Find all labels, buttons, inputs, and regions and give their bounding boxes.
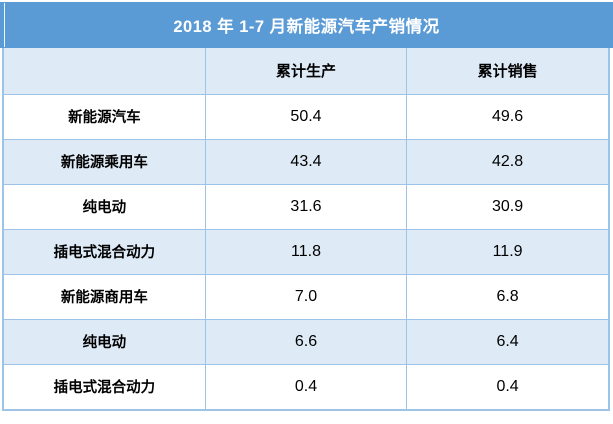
row-label: 插电式混合动力	[4, 363, 206, 409]
sales-value: 30.9	[406, 183, 608, 230]
title-left-divider	[4, 3, 5, 47]
table-row: 纯电动 6.6 6.4	[4, 318, 608, 365]
row-label: 纯电动	[4, 318, 206, 365]
row-label: 新能源乘用车	[4, 138, 206, 185]
table-row: 插电式混合动力 0.4 0.4	[4, 363, 608, 409]
table-row: 新能源汽车 50.4 49.6	[4, 93, 608, 140]
production-sales-table: 累计生产 累计销售 新能源汽车 50.4 49.6 新能源乘用车 43.4 42…	[4, 48, 608, 409]
production-value: 50.4	[204, 93, 408, 140]
row-label: 插电式混合动力	[4, 228, 206, 275]
table-row: 纯电动 31.6 30.9	[4, 183, 608, 230]
table-container: 累计生产 累计销售 新能源汽车 50.4 49.6 新能源乘用车 43.4 42…	[2, 48, 610, 411]
sales-value: 6.4	[406, 318, 608, 365]
table-title: 2018 年 1-7 月新能源汽车产销情况	[173, 18, 440, 36]
row-label: 新能源汽车	[4, 93, 206, 140]
production-value: 31.6	[204, 183, 408, 230]
table-title-bar: 2018 年 1-7 月新能源汽车产销情况	[0, 2, 613, 48]
header-production-cell: 累计生产	[204, 48, 408, 95]
production-value: 7.0	[204, 273, 408, 320]
table-row: 新能源乘用车 43.4 42.8	[4, 138, 608, 185]
header-category-cell	[4, 48, 206, 95]
table-row: 插电式混合动力 11.8 11.9	[4, 228, 608, 275]
production-value: 11.8	[204, 228, 408, 275]
row-label: 纯电动	[4, 183, 206, 230]
sales-value: 0.4	[406, 363, 608, 409]
sales-value: 11.9	[406, 228, 608, 275]
sales-value: 42.8	[406, 138, 608, 185]
production-value: 6.6	[204, 318, 408, 365]
production-value: 43.4	[204, 138, 408, 185]
header-sales-cell: 累计销售	[406, 48, 608, 95]
table-row: 新能源商用车 7.0 6.8	[4, 273, 608, 320]
production-value: 0.4	[204, 363, 408, 409]
sales-value: 6.8	[406, 273, 608, 320]
sales-value: 49.6	[406, 93, 608, 140]
row-label: 新能源商用车	[4, 273, 206, 320]
header-row: 累计生产 累计销售	[4, 48, 608, 95]
